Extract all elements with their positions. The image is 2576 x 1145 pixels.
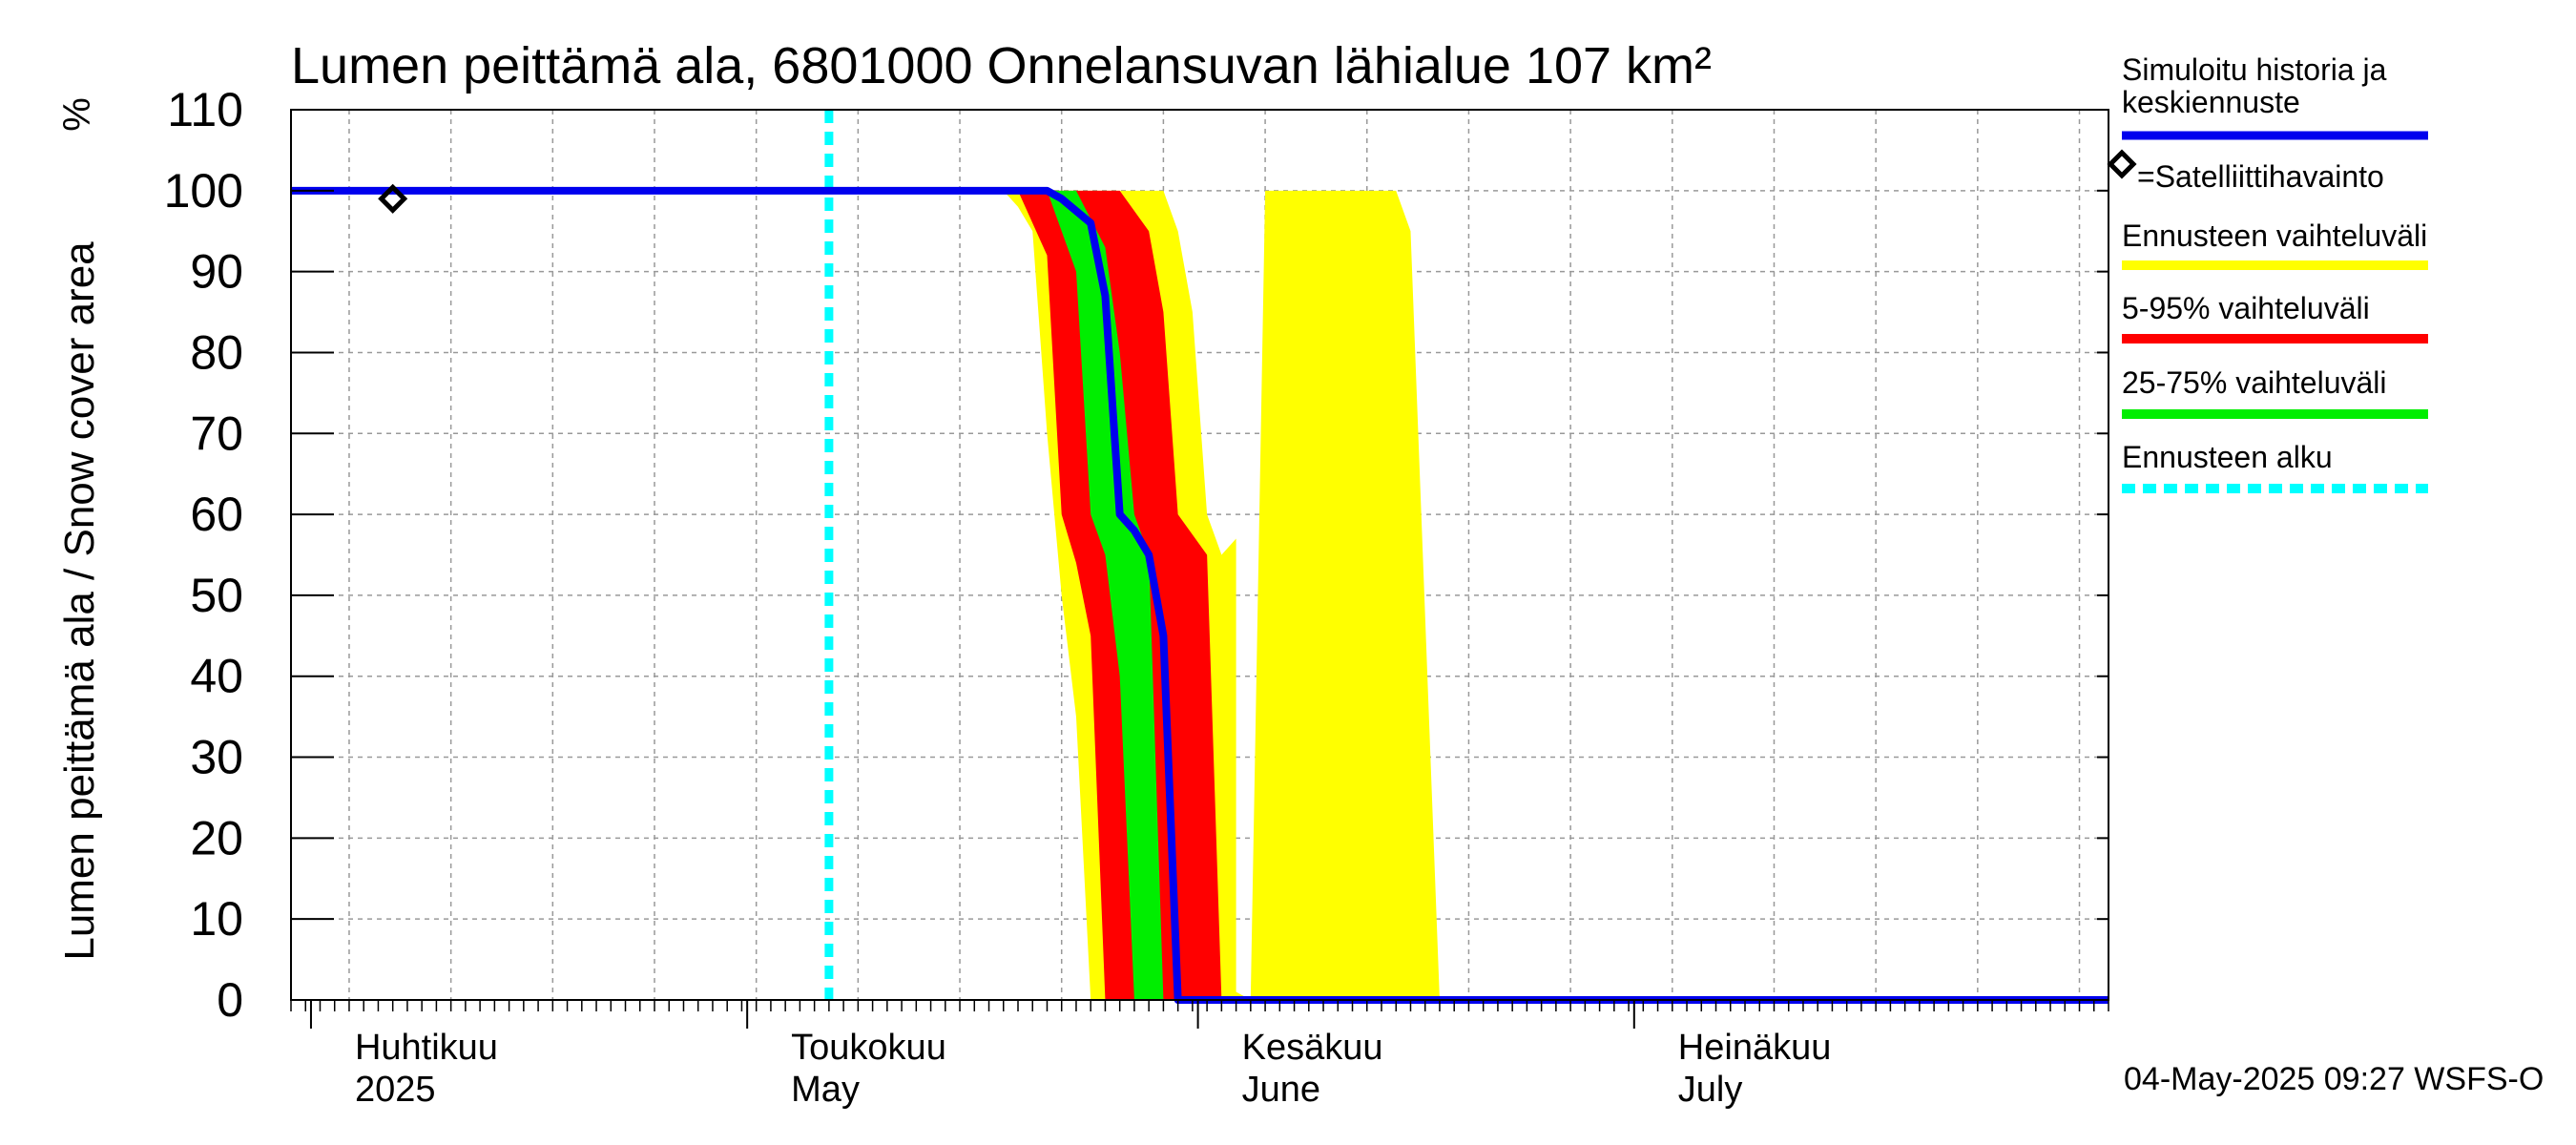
x-month-label-en: May	[791, 1070, 860, 1110]
y-axis-unit: %	[56, 97, 98, 132]
y-tick-label: 40	[190, 650, 243, 703]
y-tick-label: 90	[190, 245, 243, 299]
legend-label: keskiennuste	[2122, 85, 2300, 119]
x-month-label: Toukokuu	[791, 1028, 946, 1068]
plot-frame	[290, 109, 2109, 1001]
y-tick-label: 0	[217, 973, 243, 1027]
x-month-label: Heinäkuu	[1678, 1028, 1832, 1068]
y-tick-label: 60	[190, 488, 243, 541]
x-month-label-en: 2025	[355, 1070, 436, 1110]
legend-label: Ennusteen vaihteluväli	[2122, 219, 2427, 253]
x-month-label: Kesäkuu	[1242, 1028, 1383, 1068]
x-month-label-en: June	[1242, 1070, 1320, 1110]
y-tick-label: 50	[190, 569, 243, 622]
legend-label: Ennusteen alku	[2122, 440, 2333, 474]
band-ennusteen-vaihteluv-li-late-	[1250, 190, 1440, 1000]
satellite-observation-marker	[378, 183, 408, 214]
y-tick-label: 30	[190, 731, 243, 784]
y-tick-label: 80	[190, 325, 243, 379]
x-month-label: Huhtikuu	[355, 1028, 498, 1068]
footer-timestamp: 04-May-2025 09:27 WSFS-O	[2124, 1061, 2544, 1097]
y-tick-label: 10	[190, 892, 243, 946]
y-tick-label: 70	[190, 406, 243, 460]
legend-label: =Satelliittihavainto	[2137, 159, 2384, 194]
y-tick-label: 100	[164, 164, 243, 218]
legend-label: Simuloitu historia ja	[2122, 52, 2387, 87]
chart-title: Lumen peittämä ala, 6801000 Onnelansuvan…	[291, 37, 1712, 94]
legend-satellite-marker	[2107, 149, 2137, 179]
legend-label: 5-95% vaihteluväli	[2122, 291, 2370, 325]
y-tick-label: 110	[167, 83, 243, 136]
median-forecast-line	[291, 186, 2109, 1004]
x-month-label-en: July	[1678, 1070, 1743, 1110]
y-tick-label: 20	[190, 811, 243, 864]
legend-label: 25-75% vaihteluväli	[2122, 365, 2387, 400]
y-axis-label: Lumen peittämä ala / Snow cover area	[56, 241, 103, 961]
